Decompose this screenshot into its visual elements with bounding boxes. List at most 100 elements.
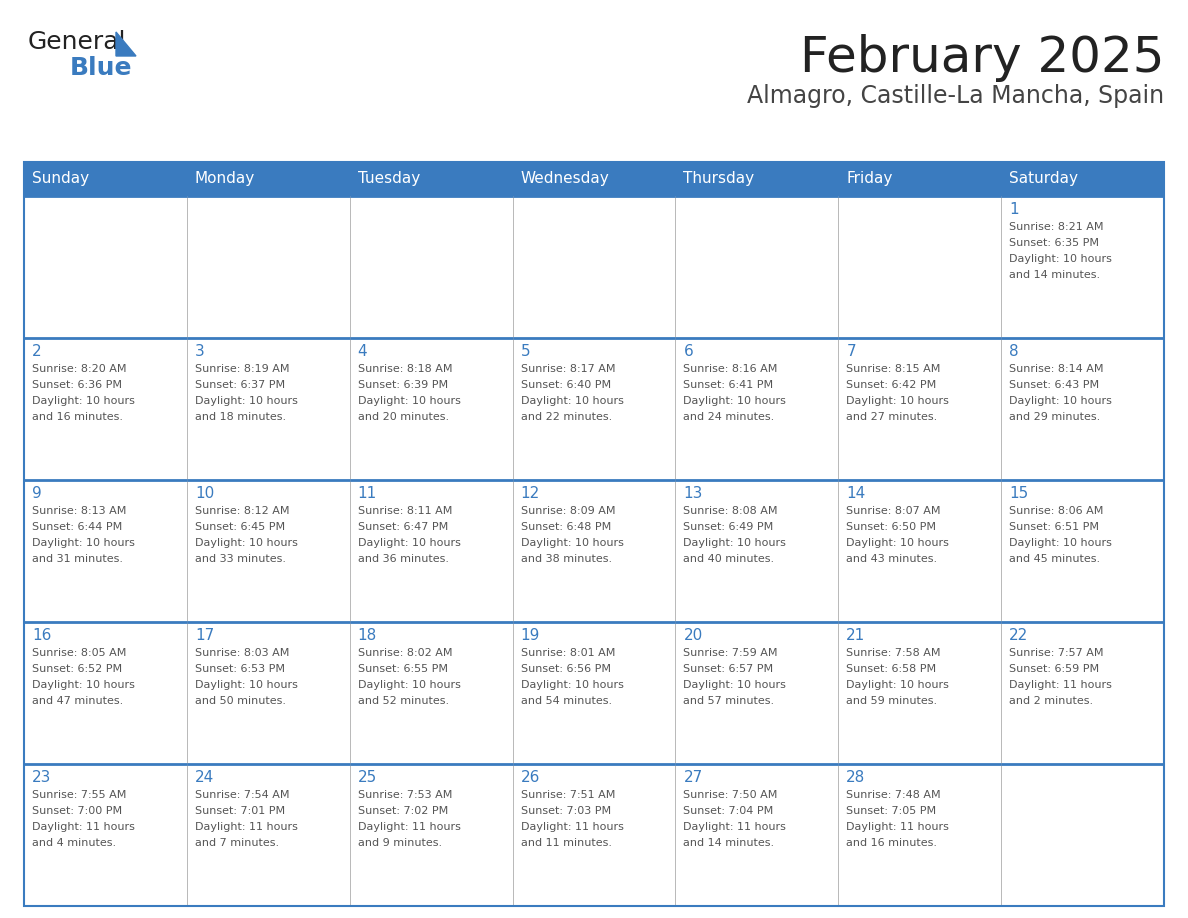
Text: 5: 5 (520, 344, 530, 359)
Text: Sunset: 6:36 PM: Sunset: 6:36 PM (32, 380, 122, 390)
Text: Sunset: 6:39 PM: Sunset: 6:39 PM (358, 380, 448, 390)
Text: Sunrise: 8:12 AM: Sunrise: 8:12 AM (195, 506, 290, 516)
Text: and 27 minutes.: and 27 minutes. (846, 412, 937, 422)
Text: Daylight: 11 hours: Daylight: 11 hours (1009, 680, 1112, 690)
Bar (839, 480, 1001, 622)
Text: Sunset: 7:05 PM: Sunset: 7:05 PM (846, 806, 936, 816)
Bar (349, 196, 512, 338)
Text: Daylight: 11 hours: Daylight: 11 hours (32, 822, 135, 832)
Text: Sunset: 6:53 PM: Sunset: 6:53 PM (195, 664, 285, 674)
Text: Sunset: 6:48 PM: Sunset: 6:48 PM (520, 522, 611, 532)
Text: Daylight: 10 hours: Daylight: 10 hours (520, 538, 624, 548)
Text: Sunset: 7:02 PM: Sunset: 7:02 PM (358, 806, 448, 816)
Text: Sunset: 7:01 PM: Sunset: 7:01 PM (195, 806, 285, 816)
Bar (24, 622, 187, 764)
Text: Blue: Blue (70, 56, 133, 80)
Bar (512, 162, 676, 196)
Text: Sunrise: 8:18 AM: Sunrise: 8:18 AM (358, 364, 453, 374)
Text: Sunrise: 8:03 AM: Sunrise: 8:03 AM (195, 648, 289, 658)
Text: 22: 22 (1009, 628, 1029, 643)
Text: Sunrise: 8:17 AM: Sunrise: 8:17 AM (520, 364, 615, 374)
Text: 19: 19 (520, 628, 541, 643)
Text: Daylight: 10 hours: Daylight: 10 hours (1009, 538, 1112, 548)
Text: 4: 4 (358, 344, 367, 359)
Bar (839, 622, 1001, 764)
Text: Sunrise: 7:54 AM: Sunrise: 7:54 AM (195, 790, 290, 800)
Text: 27: 27 (683, 770, 702, 785)
Text: Daylight: 10 hours: Daylight: 10 hours (195, 680, 298, 690)
Text: Sunrise: 7:48 AM: Sunrise: 7:48 AM (846, 790, 941, 800)
Text: and 40 minutes.: and 40 minutes. (683, 554, 775, 564)
Text: and 59 minutes.: and 59 minutes. (846, 696, 937, 706)
Text: 6: 6 (683, 344, 693, 359)
Text: Sunrise: 8:08 AM: Sunrise: 8:08 AM (683, 506, 778, 516)
Text: 20: 20 (683, 628, 702, 643)
Text: Sunrise: 8:16 AM: Sunrise: 8:16 AM (683, 364, 778, 374)
Text: Monday: Monday (195, 172, 255, 186)
Text: Sunset: 6:59 PM: Sunset: 6:59 PM (1009, 664, 1099, 674)
Text: Sunrise: 7:58 AM: Sunrise: 7:58 AM (846, 648, 941, 658)
Text: Thursday: Thursday (683, 172, 754, 186)
Bar (512, 480, 676, 622)
Text: Sunset: 7:00 PM: Sunset: 7:00 PM (32, 806, 122, 816)
Text: Daylight: 11 hours: Daylight: 11 hours (520, 822, 624, 832)
Text: 1: 1 (1009, 202, 1019, 217)
Bar (24, 196, 187, 338)
Bar (349, 162, 512, 196)
Bar (676, 764, 839, 906)
Text: February 2025: February 2025 (800, 34, 1164, 82)
Text: and 50 minutes.: and 50 minutes. (195, 696, 286, 706)
Text: and 14 minutes.: and 14 minutes. (683, 838, 775, 848)
Text: Sunrise: 7:53 AM: Sunrise: 7:53 AM (358, 790, 453, 800)
Text: and 43 minutes.: and 43 minutes. (846, 554, 937, 564)
Text: Daylight: 10 hours: Daylight: 10 hours (846, 538, 949, 548)
Bar (24, 764, 187, 906)
Bar (839, 764, 1001, 906)
Text: 11: 11 (358, 486, 377, 501)
Text: Sunset: 6:58 PM: Sunset: 6:58 PM (846, 664, 936, 674)
Text: and 29 minutes.: and 29 minutes. (1009, 412, 1100, 422)
Bar (676, 162, 839, 196)
Bar (24, 162, 1164, 906)
Text: Sunset: 6:52 PM: Sunset: 6:52 PM (32, 664, 122, 674)
Text: Daylight: 10 hours: Daylight: 10 hours (846, 396, 949, 406)
Text: and 45 minutes.: and 45 minutes. (1009, 554, 1100, 564)
Text: 15: 15 (1009, 486, 1029, 501)
Text: Sunrise: 7:50 AM: Sunrise: 7:50 AM (683, 790, 778, 800)
Polygon shape (116, 32, 135, 56)
Bar (676, 622, 839, 764)
Text: 24: 24 (195, 770, 214, 785)
Text: and 57 minutes.: and 57 minutes. (683, 696, 775, 706)
Text: Sunset: 6:55 PM: Sunset: 6:55 PM (358, 664, 448, 674)
Text: 10: 10 (195, 486, 214, 501)
Text: Daylight: 10 hours: Daylight: 10 hours (520, 396, 624, 406)
Bar (24, 162, 187, 196)
Bar (187, 338, 349, 480)
Text: 18: 18 (358, 628, 377, 643)
Text: Sunset: 6:41 PM: Sunset: 6:41 PM (683, 380, 773, 390)
Text: and 22 minutes.: and 22 minutes. (520, 412, 612, 422)
Bar (512, 622, 676, 764)
Text: and 31 minutes.: and 31 minutes. (32, 554, 124, 564)
Text: Sunset: 6:35 PM: Sunset: 6:35 PM (1009, 238, 1099, 248)
Text: Sunset: 6:56 PM: Sunset: 6:56 PM (520, 664, 611, 674)
Bar (24, 480, 187, 622)
Bar (187, 162, 349, 196)
Text: and 54 minutes.: and 54 minutes. (520, 696, 612, 706)
Text: Daylight: 10 hours: Daylight: 10 hours (195, 396, 298, 406)
Text: Daylight: 10 hours: Daylight: 10 hours (358, 538, 461, 548)
Bar (839, 162, 1001, 196)
Bar (349, 480, 512, 622)
Text: Wednesday: Wednesday (520, 172, 609, 186)
Bar (839, 196, 1001, 338)
Text: Sunrise: 7:59 AM: Sunrise: 7:59 AM (683, 648, 778, 658)
Text: 23: 23 (32, 770, 51, 785)
Bar (349, 622, 512, 764)
Text: 25: 25 (358, 770, 377, 785)
Text: Sunset: 6:43 PM: Sunset: 6:43 PM (1009, 380, 1099, 390)
Bar (512, 196, 676, 338)
Text: Sunset: 6:49 PM: Sunset: 6:49 PM (683, 522, 773, 532)
Text: and 18 minutes.: and 18 minutes. (195, 412, 286, 422)
Text: Daylight: 10 hours: Daylight: 10 hours (195, 538, 298, 548)
Text: 8: 8 (1009, 344, 1019, 359)
